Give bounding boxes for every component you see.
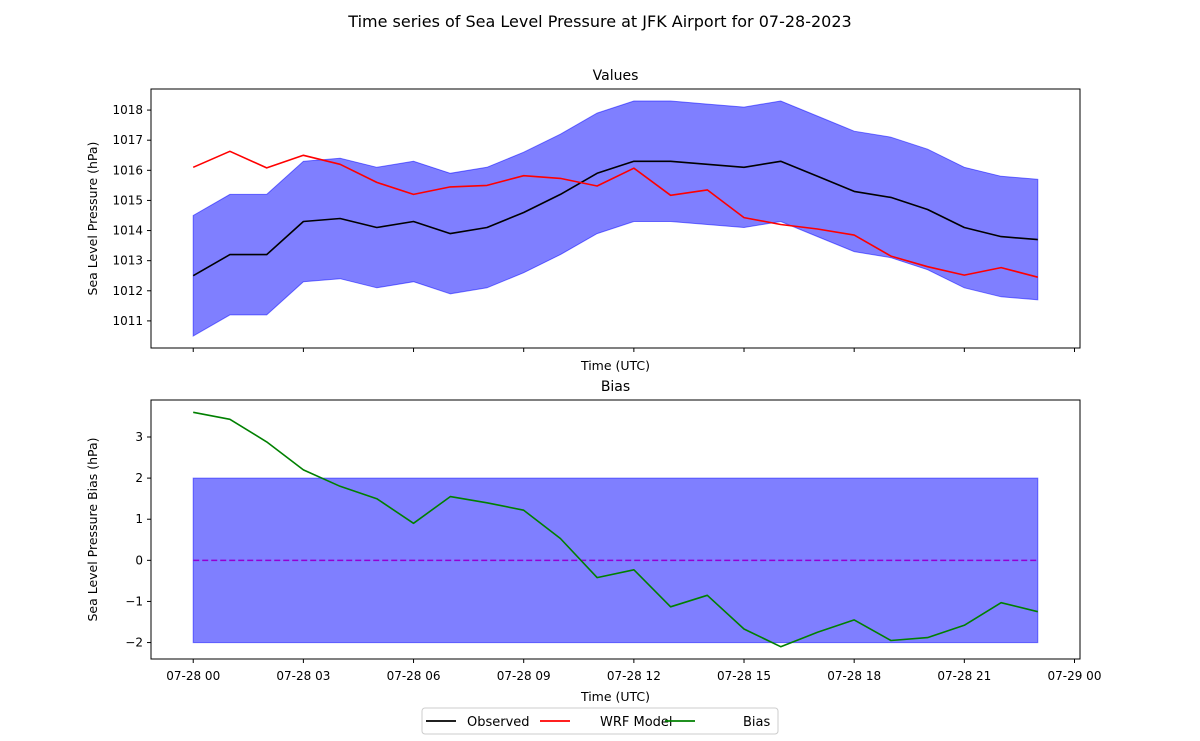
legend: Observed WRF Model Bias xyxy=(421,707,779,735)
y-tick-label: 1016 xyxy=(112,163,143,177)
y-tick-label: −1 xyxy=(125,594,143,608)
panel-title: Values xyxy=(593,68,639,84)
x-tick-label: 07-28 03 xyxy=(276,669,330,683)
legend-box xyxy=(421,707,779,735)
axes-frame xyxy=(150,88,1081,349)
series-line-wrf-model xyxy=(192,150,1039,278)
y-tick-label: 1013 xyxy=(112,254,143,268)
x-tick-label: 07-28 21 xyxy=(937,669,991,683)
plot-area xyxy=(192,100,1039,337)
x-tick-label: 07-28 18 xyxy=(827,669,881,683)
y-tick-label: 1011 xyxy=(112,314,143,328)
plot-area xyxy=(192,411,1039,648)
panel-bias: −2 −1 0 1 2 3 07-28 00 07-28 03 07-28 06 07-28 09… xyxy=(85,379,1101,704)
y-tick-label: 1012 xyxy=(112,284,143,298)
panel-title: Bias xyxy=(601,379,630,395)
x-tick-label: 07-28 12 xyxy=(607,669,661,683)
uncertainty-band xyxy=(192,100,1039,337)
y-tick-label: 1014 xyxy=(112,224,143,238)
x-axis-label: Time (UTC) xyxy=(580,689,650,704)
legend-label: Bias xyxy=(743,715,770,730)
x-tick-label: 07-28 15 xyxy=(717,669,771,683)
y-tick-label: −2 xyxy=(125,636,143,650)
y-axis-label: Sea Level Pressure (hPa) xyxy=(85,142,100,296)
x-tick-label: 07-28 09 xyxy=(497,669,551,683)
y-tick-label: 1018 xyxy=(112,103,143,117)
x-tick-label: 07-28 06 xyxy=(387,669,441,683)
axes-frame xyxy=(150,399,1081,660)
x-tick-label: 07-28 00 xyxy=(166,669,220,683)
x-axis-label: Time (UTC) xyxy=(580,358,650,373)
figure-title: Time series of Sea Level Pressure at JFK… xyxy=(347,12,851,31)
panels: 1011 1012 1013 1014 1015 1016 1017 1018 Values Ti… xyxy=(85,68,1101,704)
y-tick-label: 2 xyxy=(135,471,143,485)
x-tick-label: 07-29 00 xyxy=(1048,669,1102,683)
legend-label: WRF Model xyxy=(600,715,673,730)
y-axis-label: Sea Level Pressure Bias (hPa) xyxy=(85,437,100,621)
y-tick-label: 3 xyxy=(135,430,143,444)
y-tick-label: 1017 xyxy=(112,133,143,147)
series-line-bias xyxy=(193,411,1038,648)
y-tick-label: 0 xyxy=(135,553,143,567)
series-line-observed xyxy=(192,160,1038,277)
uncertainty-band xyxy=(192,477,1039,644)
legend-label: Observed xyxy=(467,715,530,730)
panel-values: 1011 1012 1013 1014 1015 1016 1017 1018 Values Ti… xyxy=(85,68,1081,373)
y-tick-label: 1015 xyxy=(112,193,143,207)
y-tick-label: 1 xyxy=(135,512,143,526)
